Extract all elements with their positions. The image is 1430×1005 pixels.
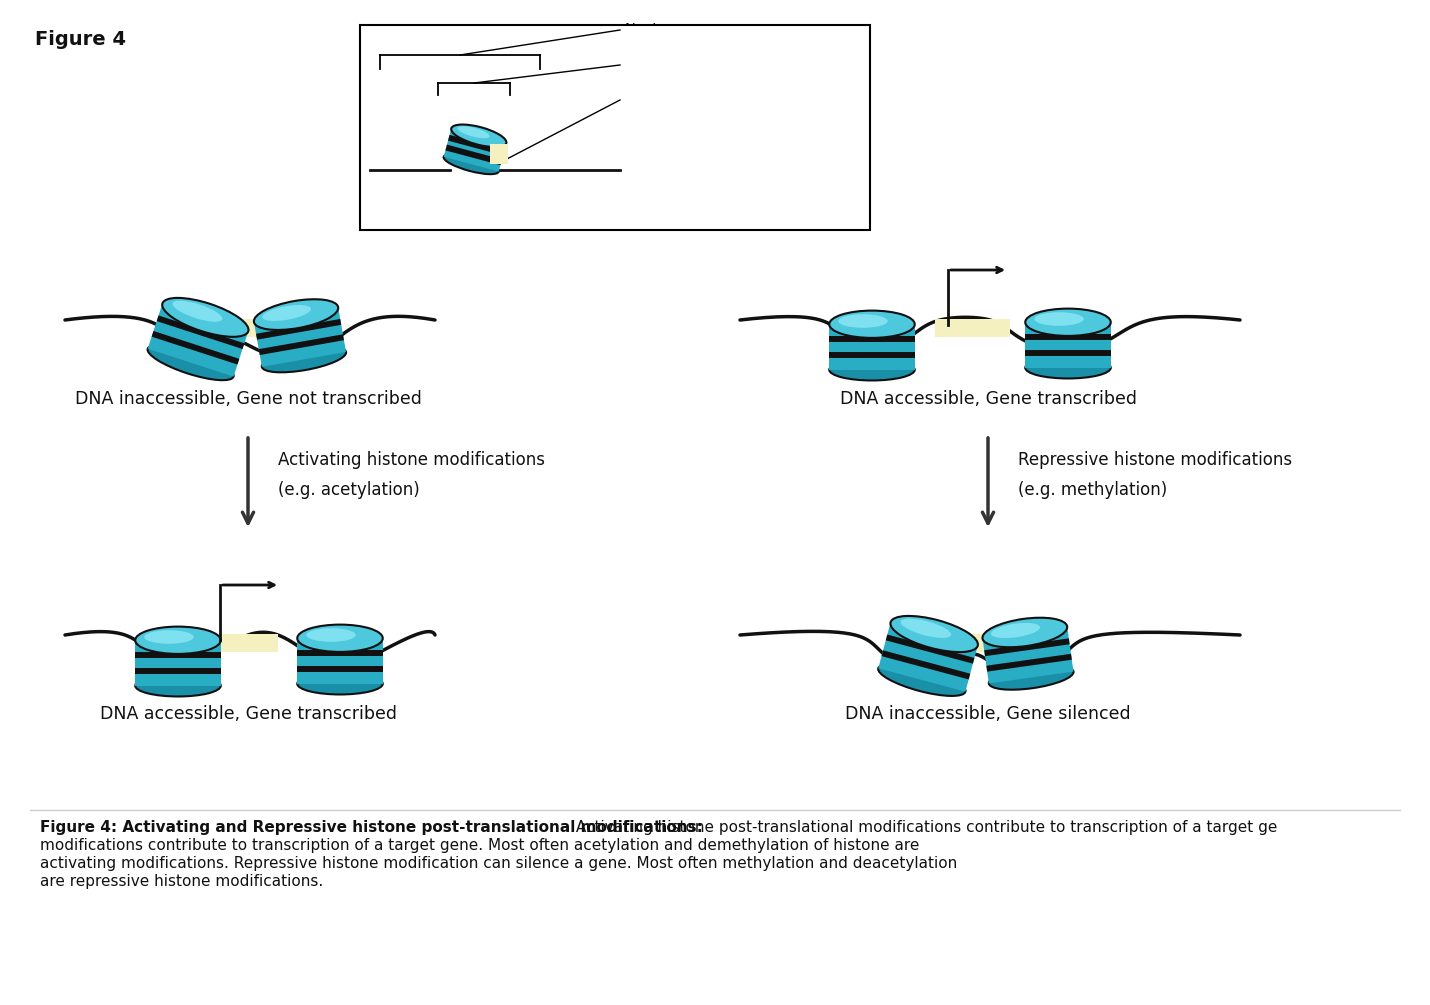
Bar [136,652,220,658]
Bar [136,639,220,685]
Ellipse shape [829,359,915,381]
Text: DNA inaccessible, Gene not transcribed: DNA inaccessible, Gene not transcribed [74,390,422,408]
Bar [829,352,915,358]
Ellipse shape [297,624,383,652]
Ellipse shape [452,125,506,147]
Text: Nucleosome: Nucleosome [625,22,715,37]
Bar [147,303,249,377]
Text: Figure 4: Figure 4 [34,30,126,49]
Bar [253,306,346,367]
Text: (e.g. acetylation): (e.g. acetylation) [277,481,420,499]
Bar [1025,335,1111,341]
Bar [256,319,342,340]
Text: (e.g. methylation): (e.g. methylation) [1018,481,1167,499]
Bar [829,337,915,342]
Bar [957,634,997,652]
Ellipse shape [297,673,383,694]
Bar [136,667,220,673]
Bar [984,638,1070,656]
Bar [448,135,505,156]
Bar [1025,321,1111,368]
Ellipse shape [838,315,888,328]
Text: Histone octamer: Histone octamer [625,57,746,72]
Ellipse shape [443,154,499,174]
Text: Activating histone post-translational modifications contribute to transcription : Activating histone post-translational mo… [572,820,1277,835]
Bar [885,634,974,663]
Ellipse shape [991,623,1040,638]
Bar [1025,350,1111,356]
Ellipse shape [878,664,965,695]
Ellipse shape [1025,357,1111,379]
Bar [445,145,502,165]
Bar [157,316,245,349]
Ellipse shape [1025,309,1111,336]
Bar [297,637,383,683]
Text: Activating histone modifications: Activating histone modifications [277,451,545,469]
Text: Figure 4: Activating and Repressive histone post-translational modifications:: Figure 4: Activating and Repressive hist… [40,820,704,835]
Bar [213,634,277,652]
Ellipse shape [162,297,249,337]
Bar [443,128,506,172]
Ellipse shape [147,345,233,380]
Bar [829,323,915,370]
Ellipse shape [173,300,222,322]
Bar [878,621,978,691]
Bar [360,25,869,230]
Ellipse shape [262,347,346,372]
Text: activating modifications. Repressive histone modification can silence a gene. Mo: activating modifications. Repressive his… [40,856,957,871]
Bar [297,665,383,671]
Ellipse shape [982,618,1067,647]
Bar [987,654,1072,671]
Bar [152,331,239,365]
Text: Gene: Gene [625,92,664,108]
Text: DNA inaccessible, Gene silenced: DNA inaccessible, Gene silenced [845,705,1131,723]
Bar [490,144,508,164]
Ellipse shape [136,626,220,654]
Ellipse shape [144,630,193,644]
Ellipse shape [262,305,310,321]
Bar [935,319,1010,337]
Ellipse shape [829,311,915,338]
Text: DNA accessible, Gene transcribed: DNA accessible, Gene transcribed [839,390,1137,408]
Ellipse shape [891,616,978,652]
Bar [982,625,1074,683]
Bar [259,335,345,355]
Ellipse shape [255,299,339,330]
Bar [226,319,265,337]
Ellipse shape [306,628,356,642]
Text: are repressive histone modifications.: are repressive histone modifications. [40,874,323,889]
Ellipse shape [1034,313,1084,326]
Text: modifications contribute to transcription of a target gene. Most often acetylati: modifications contribute to transcriptio… [40,838,919,853]
Text: Repressive histone modifications: Repressive histone modifications [1018,451,1293,469]
Ellipse shape [901,619,951,638]
Text: DNA accessible, Gene transcribed: DNA accessible, Gene transcribed [100,705,396,723]
Bar [881,650,970,679]
Ellipse shape [136,675,220,696]
Ellipse shape [458,127,489,139]
Bar [297,650,383,656]
Ellipse shape [988,665,1074,689]
